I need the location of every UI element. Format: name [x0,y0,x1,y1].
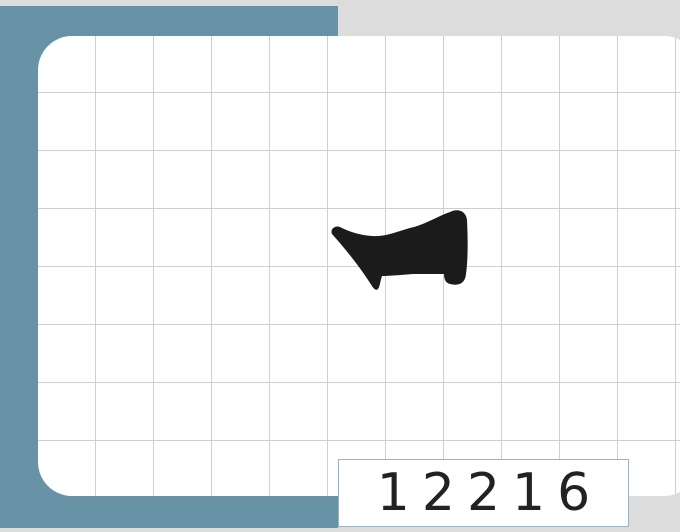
score-value: 12216 [376,463,603,523]
score-display: 12216 [338,459,629,527]
silhouette-shape [331,210,468,290]
boot-silhouette-icon[interactable] [328,204,470,294]
